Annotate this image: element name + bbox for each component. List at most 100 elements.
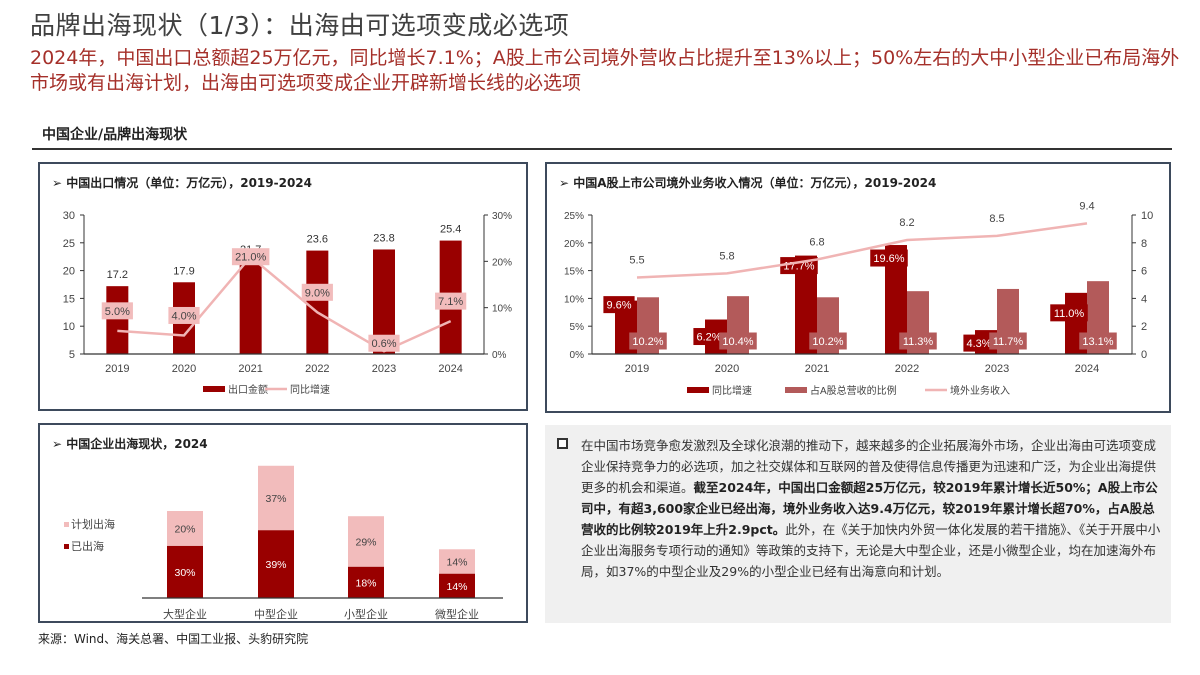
share-bar-label: 10.4% [722, 336, 753, 348]
plan-bar [348, 516, 384, 567]
summary-text-part3: 此外，在《关于加快内外贸一体化发展的若干措施》、《关于开展中小企业出海服务专项行… [581, 522, 1161, 579]
growth-label: 7.1% [438, 296, 463, 308]
left-axis-tick: 30 [63, 210, 75, 222]
growth-label: 9.0% [305, 287, 330, 299]
plan-bar-label: 37% [265, 493, 286, 505]
share-bar-label-bg [719, 332, 757, 350]
x-tick: 小型企业 [344, 607, 388, 621]
growth-bar-label: 19.6% [873, 253, 904, 265]
share-bar-label-bg [989, 332, 1027, 350]
x-tick: 2024 [1075, 363, 1099, 375]
share-bar-label-bg [1079, 332, 1117, 350]
done-bar-label: 39% [265, 559, 286, 571]
legend-label: 境外业务收入 [950, 384, 1010, 397]
done-bar-label: 30% [174, 567, 195, 579]
x-tick: 微型企业 [435, 607, 479, 621]
export-bar-label: 23.6 [307, 234, 328, 246]
right-axis-tick: 8 [1141, 238, 1147, 250]
legend-label: 同比增速 [712, 384, 752, 397]
section-title: 中国企业/品牌出海现状 [42, 127, 188, 143]
legend-swatch-plan [64, 522, 69, 527]
plan-bar [167, 511, 203, 546]
summary-text-highlight: 截至2024年，中国出口金额超25万亿元，较2019年累计增长近50%；A股上市… [581, 480, 1158, 537]
growth-bar-label: 6.2% [696, 332, 721, 344]
x-tick: 2021 [805, 363, 829, 375]
plan-bar-label: 20% [174, 523, 195, 535]
page-title: 品牌出海现状（1/3）：出海由可选项变成必选项 [30, 11, 570, 40]
growth-bar [885, 245, 907, 354]
summary-text-part1: 在中国市场竞争愈发激烈及全球化浪潮的推动下，越来越多的企业拓展海外市场，企业出海… [581, 438, 1157, 495]
growth-bar [795, 255, 817, 354]
left-axis-tick: 25 [63, 238, 75, 250]
growth-label: 21.0% [235, 252, 266, 264]
overseas-revenue-label: 5.5 [629, 255, 644, 267]
overseas-revenue-line [636, 222, 1088, 279]
right-axis-tick: 4 [1141, 293, 1147, 305]
overseas-revenue-label: 8.5 [989, 213, 1004, 225]
plan-bar-label: 29% [355, 536, 376, 548]
legend-label: 已出海 [71, 539, 104, 553]
growth-label-bg [168, 306, 200, 324]
left-axis-tick: 0% [570, 350, 585, 361]
export-chart-title: ➢ 中国出口情况（单位：万亿元），2019-2024 [52, 176, 313, 190]
x-tick: 大型企业 [163, 607, 207, 621]
plan-bar [258, 465, 294, 531]
legend-label: 同比增速 [290, 383, 330, 396]
right-axis-tick: 0% [492, 350, 507, 361]
overseas-revenue-label: 8.2 [899, 217, 914, 229]
source-note: 来源：Wind、海关总署、中国工业报、头豹研究院 [38, 632, 309, 646]
share-bar-label: 10.2% [632, 336, 663, 348]
share-bar-label: 11.3% [903, 336, 934, 348]
overseas-revenue-chart-panel: ➢ 中国A股上市公司境外业务收入情况（单位：万亿元），2019-2024 2 5%… [545, 162, 1171, 413]
overseas-revenue-label: 9.4 [1079, 200, 1094, 212]
page-subtitle: 2024年，中国出口总额超25万亿元，同比增长7.1%；A股上市公司境外营收占比… [30, 47, 1180, 94]
right-axis-tick: 20% [492, 257, 512, 268]
summary-text-box: 在中国市场竞争愈发激烈及全球化浪潮的推动下，越来越多的企业拓展海外市场，企业出海… [545, 425, 1171, 623]
summary-text: 在中国市场竞争愈发激烈及全球化浪潮的推动下，越来越多的企业拓展海外市场，企业出海… [581, 435, 1161, 582]
growth-bar-label-bg [1050, 304, 1088, 322]
share-bar-label-bg [809, 332, 847, 350]
legend-label: 占A股总营收的比例 [810, 384, 897, 397]
done-bar [258, 530, 294, 598]
done-bar-label: 18% [355, 577, 376, 589]
growth-label-bg [301, 283, 333, 301]
right-axis-tick: 2 [1141, 321, 1147, 333]
share-bar-label: 11.7% [993, 336, 1024, 348]
legend-swatch-done [64, 544, 69, 549]
overseas-revenue-chart-title: ➢ 中国A股上市公司境外业务收入情况（单位：万亿元），2019-2024 [559, 176, 937, 190]
right-axis-tick: 6 [1141, 266, 1147, 278]
legend-swatch-share [785, 387, 807, 393]
x-tick: 2022 [305, 363, 329, 375]
growth-bar-label: 11.0% [1054, 308, 1085, 320]
overseas-revenue-chart: 25%20%15%10%5%0%10864209.6%6.2%17.7%19.6… [564, 200, 1153, 397]
done-bar [439, 573, 475, 598]
left-axis-tick: 15% [564, 267, 584, 278]
legend-label: 计划出海 [71, 517, 115, 531]
growth-label-bg [368, 334, 400, 352]
plan-bar-label: 14% [446, 556, 467, 568]
growth-label-bg [101, 302, 133, 320]
x-tick: 2024 [438, 363, 462, 375]
x-tick: 2023 [985, 363, 1009, 375]
growth-bar-label-bg [603, 296, 635, 314]
x-tick: 2021 [238, 363, 262, 375]
x-tick: 中型企业 [254, 607, 298, 621]
growth-label-bg [231, 248, 270, 266]
export-bar-label: 25.4 [440, 224, 461, 236]
share-bar-label-bg [899, 332, 937, 350]
legend-swatch-bar [203, 386, 225, 392]
growth-bar-label-bg [870, 249, 908, 267]
left-axis-tick: 20 [63, 266, 75, 278]
x-tick: 2020 [715, 363, 739, 375]
x-tick: 2020 [172, 363, 196, 375]
right-axis-tick: 0 [1141, 349, 1147, 361]
overseas-revenue-label: 6.8 [809, 236, 824, 248]
enterprise-chart-title: ➢ 中国企业出海现状，2024 [52, 437, 208, 451]
export-bar [239, 261, 262, 354]
export-chart: 3025201510530%20%10%0%17.217.921.723.623… [63, 210, 512, 396]
left-axis-tick: 5% [570, 322, 585, 333]
enterprise-chart-panel: ➢ 中国企业出海现状，2024 30% 20% 大型企业 39% 37% 中型企业 18% 2… [38, 423, 528, 623]
export-bar [306, 250, 329, 354]
export-chart-panel: ➢ 中国出口情况（单位：万亿元），2019-2024 30 25 20 15 10 5 30… [38, 162, 528, 411]
growth-bar-label-bg [693, 328, 725, 346]
